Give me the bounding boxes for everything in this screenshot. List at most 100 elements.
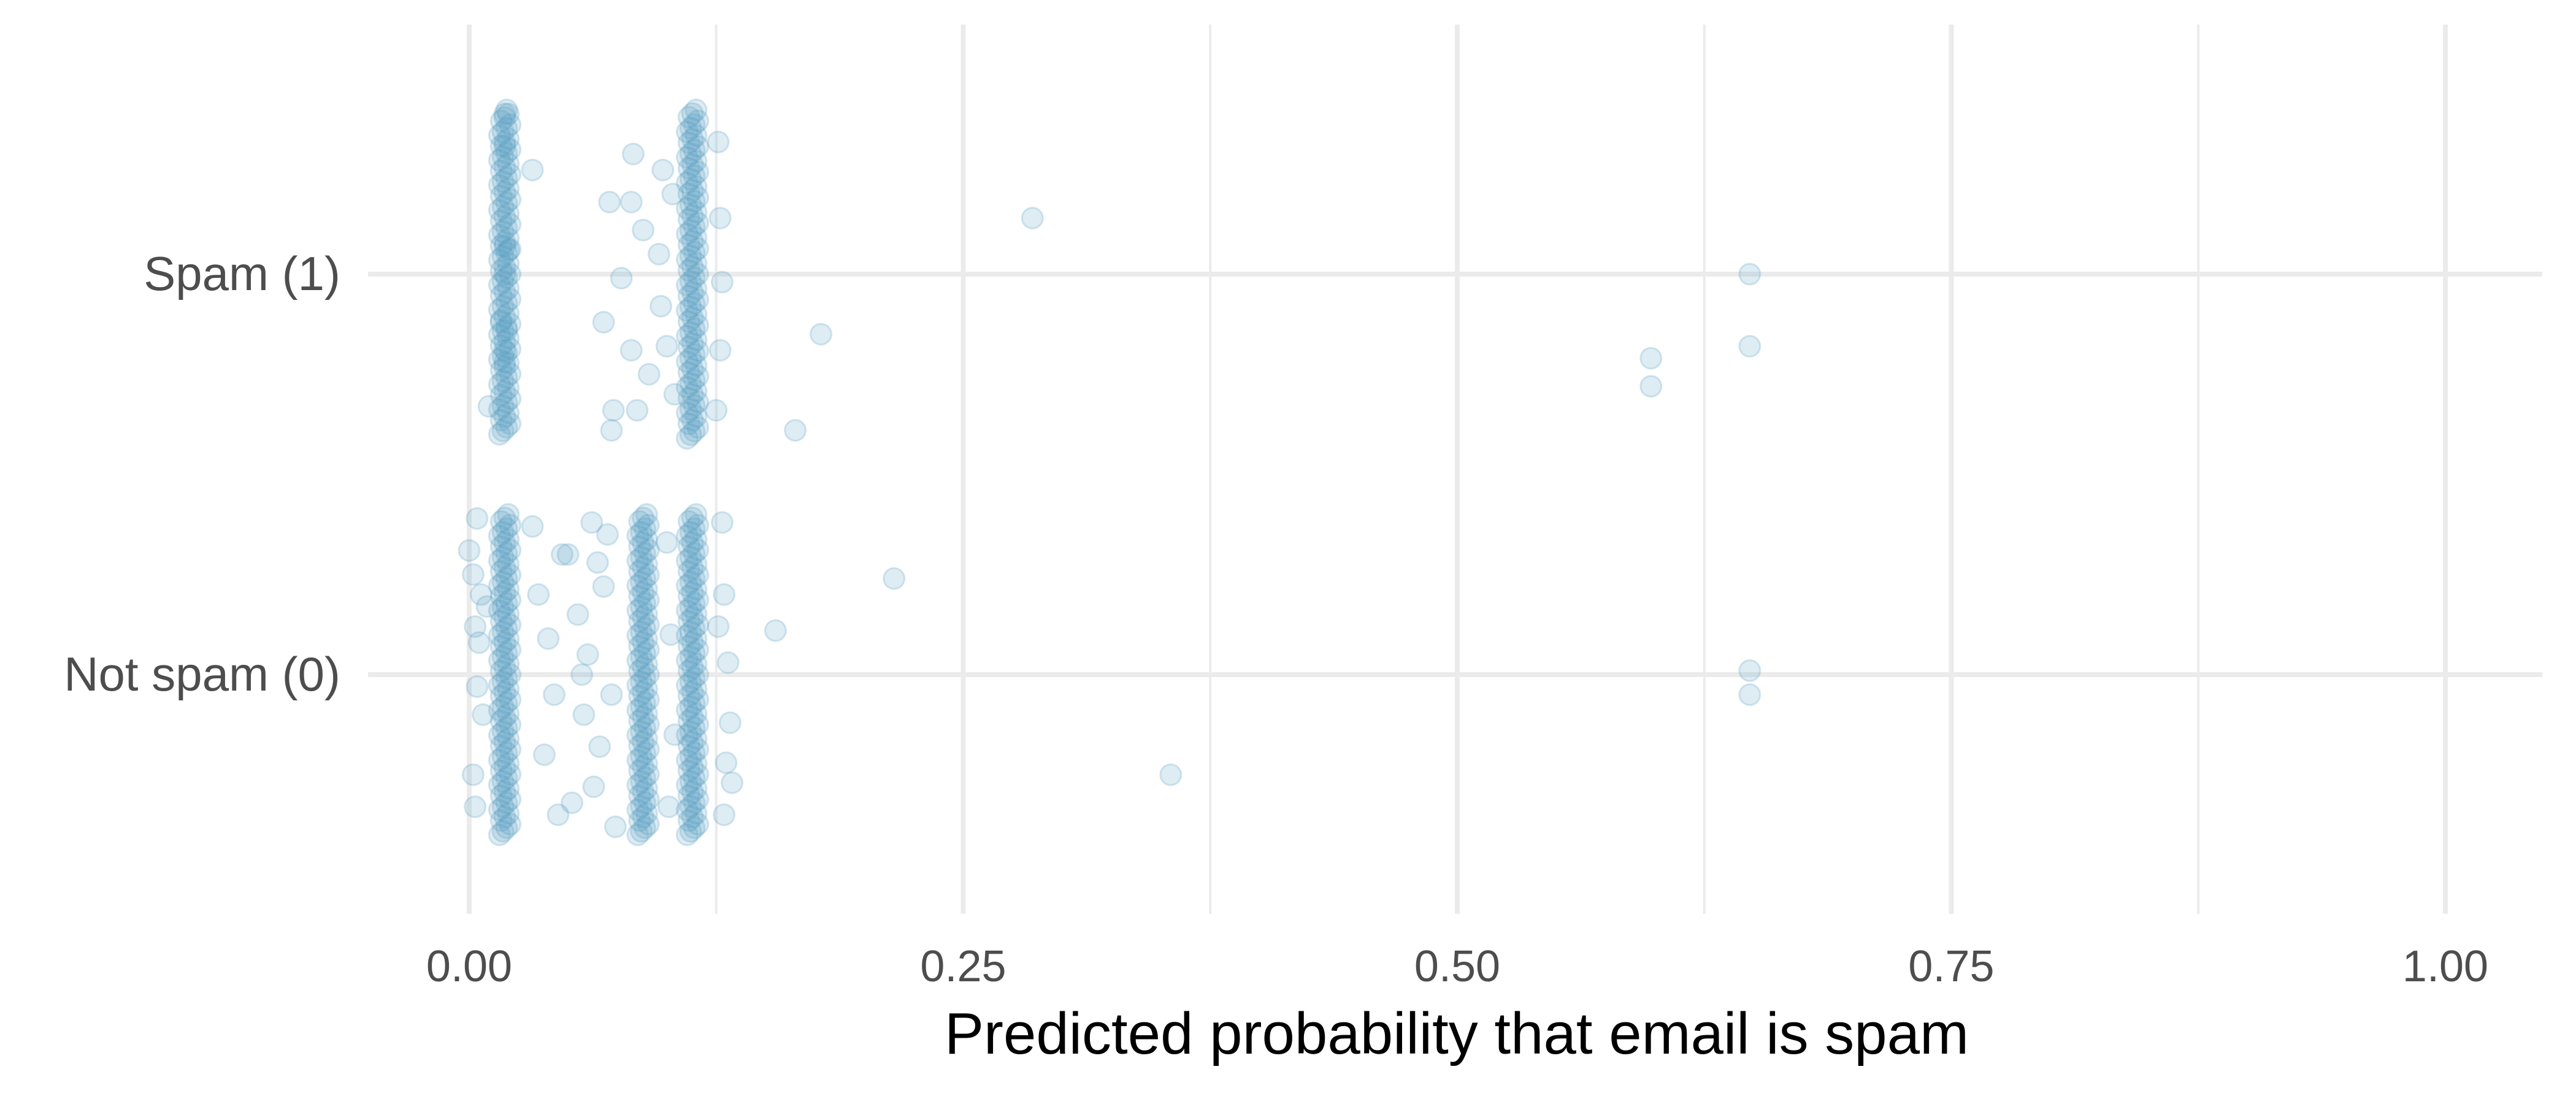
data-point xyxy=(521,515,544,538)
data-point xyxy=(628,584,651,608)
data-point xyxy=(497,152,520,175)
data-point xyxy=(495,642,518,665)
data-point xyxy=(686,763,710,786)
data-point xyxy=(497,702,520,726)
data-point xyxy=(495,266,518,289)
data-point xyxy=(626,624,650,647)
data-point xyxy=(684,727,708,750)
data-point xyxy=(495,341,518,364)
data-point xyxy=(686,313,710,337)
data-point xyxy=(499,262,522,286)
data-point xyxy=(489,259,513,282)
data-point xyxy=(1639,347,1663,370)
data-point xyxy=(630,695,653,718)
data-point xyxy=(679,745,702,768)
data-point xyxy=(637,787,660,811)
data-point xyxy=(657,795,680,818)
data-point xyxy=(686,738,710,761)
data-point xyxy=(681,631,704,654)
data-point xyxy=(619,190,643,213)
data-point xyxy=(488,699,511,722)
data-point xyxy=(675,248,699,271)
data-point xyxy=(637,738,660,761)
data-point xyxy=(488,199,511,222)
data-point xyxy=(493,262,516,286)
data-point xyxy=(489,759,513,783)
data-point xyxy=(675,524,699,548)
data-point xyxy=(491,369,515,393)
data-point xyxy=(684,702,708,726)
data-point xyxy=(493,531,516,554)
data-point xyxy=(635,752,658,775)
data-point xyxy=(675,299,699,322)
data-point xyxy=(537,627,560,650)
data-point xyxy=(677,610,700,633)
data-point xyxy=(495,766,518,789)
data-point xyxy=(677,259,700,282)
data-point xyxy=(784,419,807,442)
data-point xyxy=(686,109,710,132)
data-point xyxy=(626,823,650,846)
data-point xyxy=(677,535,700,558)
data-point xyxy=(497,653,520,676)
data-point xyxy=(684,752,708,775)
data-point xyxy=(677,386,700,410)
data-point xyxy=(493,305,516,329)
data-point xyxy=(635,727,658,750)
data-point xyxy=(499,163,522,186)
data-point xyxy=(637,613,660,637)
data-point xyxy=(684,328,708,351)
data-point xyxy=(683,292,706,315)
data-point xyxy=(679,423,702,446)
data-point xyxy=(679,142,702,166)
data-point xyxy=(497,302,520,325)
data-point xyxy=(810,323,833,346)
data-point xyxy=(499,763,522,786)
data-point xyxy=(686,688,710,711)
data-point xyxy=(632,805,655,829)
data-point xyxy=(489,659,513,683)
data-point xyxy=(488,773,511,797)
data-point xyxy=(675,274,699,297)
data-point xyxy=(497,377,520,400)
data-point xyxy=(489,109,513,132)
data-point xyxy=(497,252,520,275)
data-point xyxy=(499,787,522,811)
data-point xyxy=(686,390,710,413)
data-point xyxy=(633,691,656,714)
data-point xyxy=(707,615,730,638)
data-point xyxy=(458,539,481,562)
data-point xyxy=(708,207,732,230)
data-point xyxy=(681,581,704,604)
data-point xyxy=(681,153,704,177)
data-point xyxy=(495,716,518,740)
data-point xyxy=(677,734,700,757)
data-point xyxy=(630,770,653,793)
data-point xyxy=(683,240,706,264)
data-point xyxy=(675,673,699,697)
data-point xyxy=(499,588,522,611)
data-point xyxy=(495,741,518,765)
data-point xyxy=(493,781,516,804)
data-point xyxy=(630,670,653,694)
data-point xyxy=(705,399,728,422)
data-point xyxy=(677,335,700,359)
data-point xyxy=(663,723,686,746)
data-point xyxy=(679,372,702,395)
y-tick-label: Spam (1) xyxy=(144,247,340,301)
data-point xyxy=(489,560,513,583)
data-point xyxy=(633,517,656,540)
data-point xyxy=(681,255,704,278)
data-point xyxy=(493,339,516,362)
data-point xyxy=(708,339,732,362)
data-point xyxy=(659,623,683,646)
data-point xyxy=(630,545,653,569)
data-point xyxy=(683,567,706,590)
data-point xyxy=(604,815,627,838)
data-point xyxy=(637,813,660,836)
data-point xyxy=(715,751,738,775)
data-point xyxy=(675,823,699,846)
data-point xyxy=(493,234,516,258)
data-point xyxy=(561,791,584,814)
